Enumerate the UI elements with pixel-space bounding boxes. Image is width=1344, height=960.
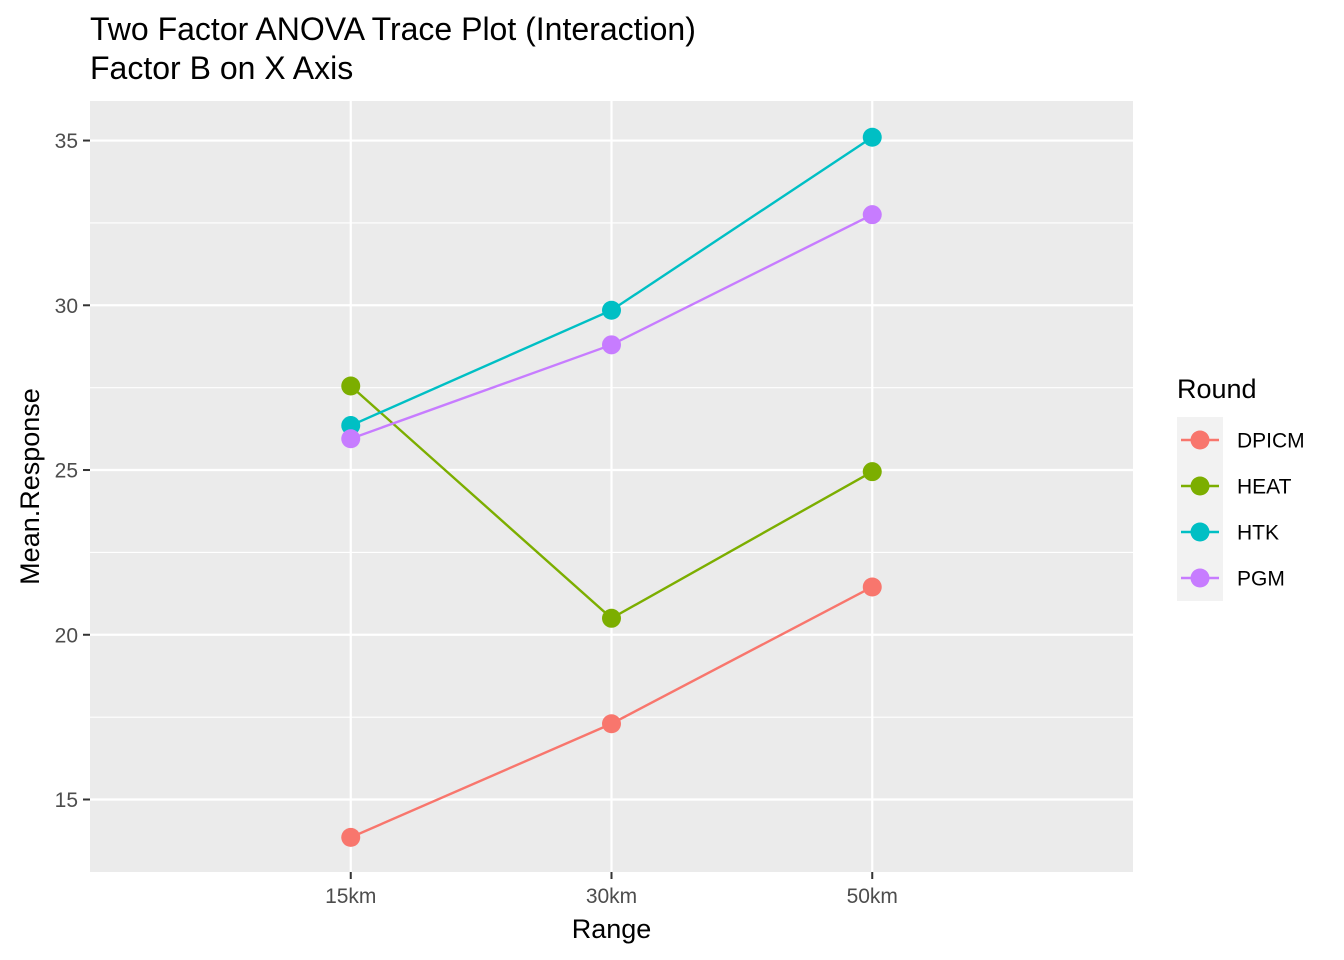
y-axis: 15 20 25 30 35 (55, 130, 90, 812)
legend-label-dpicm: DPICM (1237, 430, 1305, 453)
legend-label-htk: HTK (1237, 522, 1279, 545)
data-point-pgm (341, 429, 361, 449)
series-points (341, 127, 882, 847)
data-point-pgm (862, 205, 882, 225)
data-point-htk (602, 300, 621, 320)
y-tick-label: 20 (55, 624, 78, 647)
y-tick-label: 30 (55, 295, 78, 318)
legend-label-heat: HEAT (1237, 476, 1292, 499)
legend-key-point (1190, 430, 1210, 450)
y-tick-label: 15 (55, 789, 78, 812)
x-tick-label: 50km (847, 885, 898, 908)
data-point-dpicm (341, 827, 361, 847)
x-tick-label: 15km (325, 885, 376, 908)
legend: Round DPICM HEAT HTK PGM (1177, 374, 1305, 601)
chart-title-line1: Two Factor ANOVA Trace Plot (Interaction… (90, 11, 696, 47)
data-point-htk (862, 127, 882, 147)
legend-label-pgm: PGM (1237, 568, 1285, 591)
y-tick-label: 35 (55, 130, 78, 153)
legend-key-point (1190, 568, 1210, 588)
data-point-htk (341, 416, 361, 436)
data-point-heat (862, 462, 882, 482)
y-axis-title: Mean.Response (15, 388, 45, 585)
chart-title-line2: Factor B on X Axis (90, 50, 353, 86)
legend-key-point (1190, 522, 1210, 542)
data-point-heat (341, 376, 361, 396)
x-axis-title: Range (572, 914, 652, 944)
legend-title: Round (1177, 374, 1257, 404)
legend-key-point (1190, 476, 1210, 496)
data-point-heat (602, 608, 621, 628)
y-tick-label: 25 (55, 460, 78, 483)
data-point-dpicm (862, 577, 882, 597)
x-tick-label: 30km (586, 885, 637, 908)
data-point-dpicm (602, 714, 621, 734)
x-axis: 15km 30km 50km (325, 872, 898, 908)
data-point-pgm (602, 335, 621, 355)
